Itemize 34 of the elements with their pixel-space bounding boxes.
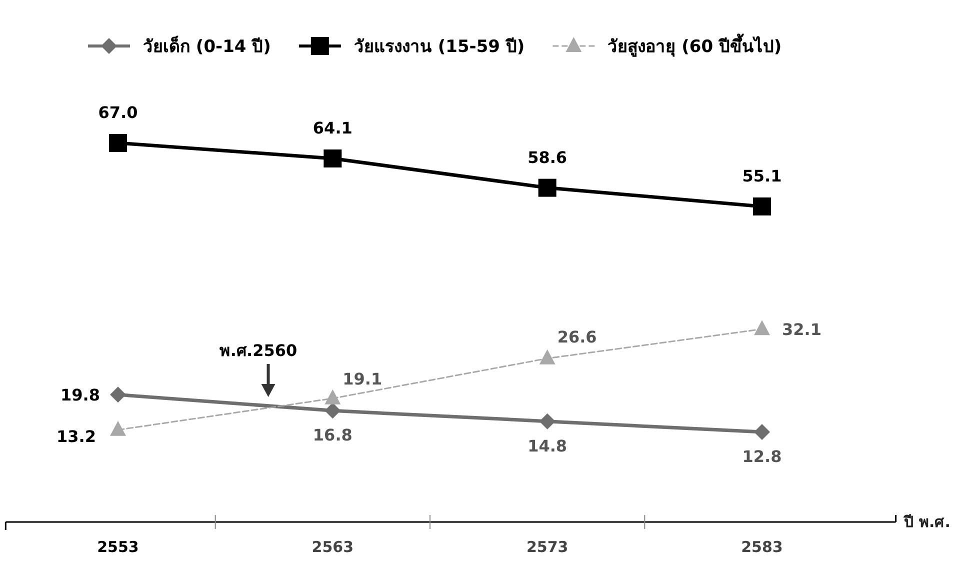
data-label: 67.0 [98, 103, 138, 122]
point [754, 424, 770, 440]
x-tick-label: 2573 [526, 538, 568, 556]
data-label: 26.6 [557, 327, 597, 346]
point [110, 386, 126, 403]
point [110, 420, 126, 436]
point [538, 178, 556, 197]
legend-label: วัยสูงอายุ (60 ปีขึ้นไป) [608, 33, 782, 58]
annotation: พ.ศ.2560 [219, 341, 298, 360]
x-tick-label: 2583 [741, 538, 783, 556]
arrow-annotation: พ.ศ.2560 [219, 341, 298, 397]
point [324, 149, 342, 168]
point [754, 320, 770, 336]
x-tick-label: 2553 [97, 538, 139, 556]
data-label: 19.1 [342, 369, 382, 388]
point [753, 197, 771, 216]
data-label: 55.1 [742, 166, 782, 186]
data-label: 64.1 [312, 118, 352, 138]
data-label: 13.2 [56, 426, 96, 446]
point [324, 389, 341, 404]
x-axis-title: ปี พ.ศ. [902, 513, 950, 531]
legend-label: วัยเด็ก (0-14 ปี) [143, 34, 271, 57]
data-label: 12.8 [742, 447, 782, 466]
x-tick-label: 2563 [312, 538, 354, 556]
point [324, 402, 341, 419]
point [539, 349, 556, 364]
data-label: 19.8 [60, 386, 100, 405]
point [109, 134, 127, 152]
data-label: 58.6 [528, 148, 568, 167]
point [539, 413, 556, 430]
data-label: 14.8 [528, 436, 568, 456]
data-label: 16.8 [312, 426, 352, 445]
data-label: 32.1 [782, 320, 822, 340]
legend-label: วัยแรงงาน (15-59 ปี) [354, 36, 525, 57]
